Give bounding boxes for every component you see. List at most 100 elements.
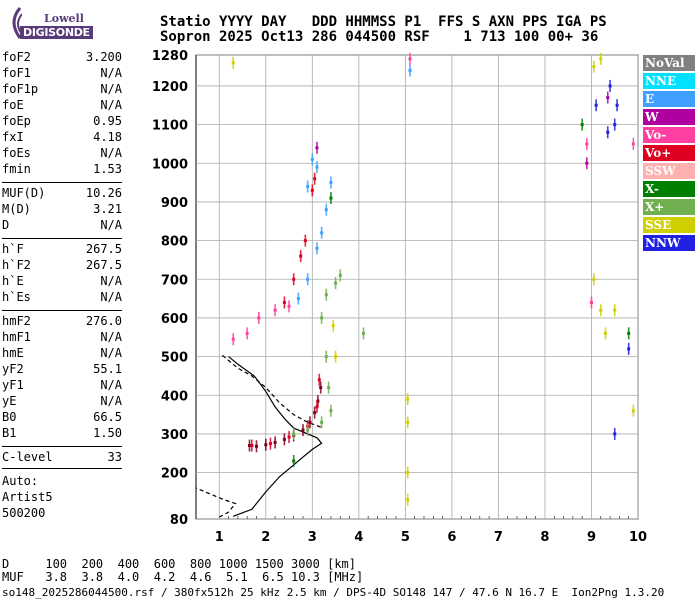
legend-item: Vo- [643, 127, 695, 143]
param-row: yF2 55.1 [2, 362, 122, 378]
echo-trace [332, 319, 335, 332]
echo-trace [255, 440, 258, 453]
echo-trace [306, 180, 309, 193]
param-value: N/A [100, 274, 122, 288]
param-name: yE [2, 394, 17, 408]
digisonde-logo: Lowell DIGISONDE [4, 4, 94, 40]
echo-trace [593, 273, 595, 286]
x-tick-label: 4 [354, 530, 363, 545]
param-value: 66.5 [93, 410, 122, 424]
echo-trace [406, 493, 409, 506]
param-name: foF2 [2, 50, 31, 64]
echo-trace [627, 327, 630, 340]
header-row2: Sopron 2025 Oct13 286 044500 RSF 1 713 1… [160, 29, 599, 45]
echo-trace [283, 433, 286, 446]
param-name: foEp [2, 114, 31, 128]
param-value: 4.18 [93, 130, 122, 144]
echo-trace [274, 304, 276, 317]
echo-trace [248, 439, 251, 452]
param-name: foF1 [2, 66, 31, 80]
y-tick-label: 80 [170, 513, 188, 528]
auto-version: 500200 [2, 506, 46, 520]
header-row1: Statio YYYY DAY DDD HHMMSS P1 FFS S AXN … [160, 14, 607, 30]
param-row: foF1p N/A [2, 82, 122, 98]
echo-trace [269, 437, 272, 450]
param-value: 267.5 [85, 258, 122, 272]
muf-value-row: MUF 3.8 3.8 4.0 4.2 4.6 5.1 6.5 10.3 [MH… [2, 570, 364, 584]
x-tick-label: 8 [540, 530, 549, 545]
param-value: N/A [100, 98, 122, 112]
echo-trace [264, 438, 267, 451]
echo-trace [292, 427, 295, 440]
legend-item: Vo+ [643, 145, 695, 161]
param-row: foEs N/A [2, 146, 122, 162]
y-tick-label: 400 [161, 389, 188, 404]
muf-distance-row: D 100 200 400 600 800 1000 1500 3000 [km… [2, 557, 357, 571]
legend-item: SSE [643, 217, 695, 233]
echo-trace [311, 184, 314, 197]
echo-trace [304, 234, 307, 247]
param-row: fxI 4.18 [2, 130, 122, 146]
x-tick-label: 3 [308, 530, 317, 545]
legend-item: X+ [643, 199, 695, 215]
echo-trace [632, 404, 635, 417]
param-row: h`F 267.5 [2, 242, 122, 258]
profile-dashed-high-line [221, 354, 321, 428]
echo-trace [586, 157, 588, 170]
echo-trace [616, 99, 618, 112]
param-name: yF2 [2, 362, 24, 376]
echo-trace [330, 176, 332, 189]
legend-item: E [643, 91, 695, 107]
param-row: hmF2 276.0 [2, 314, 122, 330]
param-name: fmin [2, 162, 31, 176]
legend-item: NNE [643, 73, 695, 89]
y-tick-label: 1200 [152, 80, 188, 95]
param-row: fmin 1.53 [2, 162, 122, 178]
echo-trace [362, 327, 365, 340]
param-row: foF2 3.200 [2, 50, 122, 66]
echo-trace [330, 404, 332, 417]
param-name: B0 [2, 410, 17, 424]
param-name: h`E [2, 274, 24, 288]
echo-trace [627, 342, 630, 355]
ionogram-chart: 1 2 3 4 5 6 7 8 9 10 80 200 300 400 500 600 700 800 900 100… [152, 49, 647, 545]
echo-trace [599, 52, 602, 65]
param-row: yF1 N/A [2, 378, 122, 394]
param-name: hmE [2, 346, 24, 360]
echo-trace [246, 327, 248, 340]
echo-trace [604, 327, 607, 340]
param-name: hmF1 [2, 330, 31, 344]
echo-trace [232, 333, 235, 346]
legend-item: NoVal [643, 55, 695, 71]
param-value: N/A [100, 378, 122, 392]
param-row: foEp 0.95 [2, 114, 122, 130]
param-name: foE [2, 98, 24, 112]
param-name: hmF2 [2, 314, 31, 328]
param-row: hmF1 N/A [2, 330, 122, 346]
param-value: 1.50 [93, 426, 122, 440]
x-tick-label: 7 [494, 530, 503, 545]
echo-trace [309, 416, 311, 429]
param-value: 267.5 [85, 242, 122, 256]
param-separator [2, 446, 122, 447]
echo-trace [313, 172, 316, 185]
param-name: M(D) [2, 202, 31, 216]
echo-trace [316, 400, 318, 413]
echo-trace [306, 424, 309, 437]
param-name: h`F2 [2, 258, 31, 272]
echo-trace [320, 416, 323, 429]
echo-trace [297, 292, 300, 305]
profile-dashed-low-line [195, 487, 237, 518]
legend-item: NNW [643, 235, 695, 251]
echo-trace [606, 126, 609, 139]
param-value: 0.95 [93, 114, 122, 128]
param-name: yF1 [2, 378, 24, 392]
y-tick-label: 600 [161, 312, 188, 327]
y-tick-label: 500 [161, 351, 188, 366]
param-value: 276.0 [85, 314, 122, 328]
echo-trace [334, 277, 337, 290]
echo-trace [593, 60, 595, 73]
param-value: N/A [100, 290, 122, 304]
param-name: foF1p [2, 82, 39, 96]
param-row: h`E N/A [2, 274, 122, 290]
